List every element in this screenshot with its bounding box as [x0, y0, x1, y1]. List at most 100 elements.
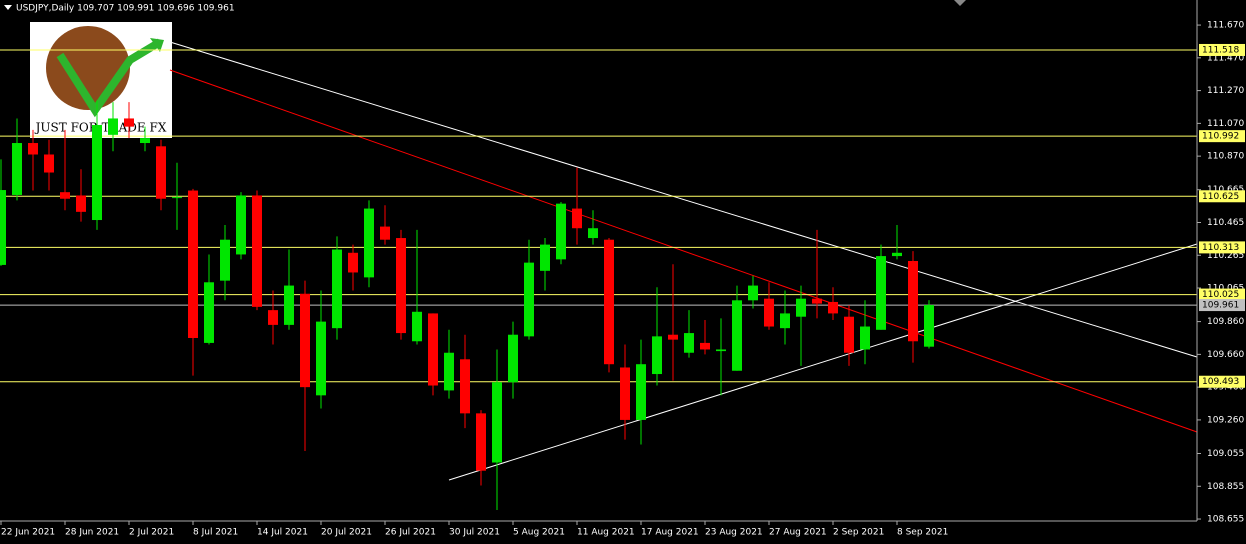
level-label: 109.961 — [1202, 301, 1239, 311]
candle-body — [876, 256, 886, 330]
x-tick-label: 11 Aug 2021 — [577, 528, 635, 538]
candle-body — [620, 367, 630, 420]
level-label: 110.625 — [1202, 192, 1239, 202]
x-tick-label: 26 Jul 2021 — [385, 528, 436, 538]
level-label-box — [1199, 299, 1245, 312]
x-tick-label: 2 Sep 2021 — [833, 528, 884, 538]
trend-line — [169, 41, 1198, 358]
level-label: 110.992 — [1202, 132, 1239, 142]
y-tick-label: 109.260 — [1207, 415, 1244, 425]
candle-body — [588, 228, 598, 239]
title-icon — [4, 5, 12, 10]
y-tick-label: 109.055 — [1207, 449, 1244, 459]
level-label: 110.025 — [1202, 290, 1239, 300]
y-tick-label: 109.860 — [1207, 317, 1244, 327]
y-tick-label: 110.465 — [1207, 218, 1244, 228]
level-label-box — [1199, 241, 1245, 254]
candle-body — [412, 311, 422, 342]
x-tick-label: 22 Jun 2021 — [1, 528, 55, 538]
candle-body — [396, 238, 406, 334]
level-label: 110.313 — [1202, 243, 1239, 253]
candle-body — [668, 334, 678, 340]
candle-body — [252, 195, 262, 307]
candle-body — [460, 359, 470, 414]
candle-body — [732, 300, 742, 371]
candle-body — [316, 321, 326, 396]
candle-body — [156, 146, 166, 199]
candle-body — [172, 197, 182, 199]
candle-body — [652, 336, 662, 375]
candle-body — [492, 382, 502, 463]
candle-body — [828, 301, 838, 314]
x-tick-label: 5 Aug 2021 — [513, 528, 565, 538]
candle-body — [284, 285, 294, 325]
candle-body — [604, 239, 614, 365]
chart-title: USDJPY,Daily 109.707 109.991 109.696 109… — [16, 4, 235, 14]
logo: JUST FOR TRADE FX — [30, 22, 172, 138]
plot-area — [0, 49, 1197, 511]
x-tick-label: 8 Sep 2021 — [897, 528, 948, 538]
candle-body — [844, 316, 854, 353]
candle-body — [76, 195, 86, 212]
candle-body — [236, 195, 246, 255]
candle-body — [0, 190, 6, 265]
candle-body — [428, 313, 438, 386]
candle-body — [748, 285, 758, 301]
candle-body — [716, 349, 726, 352]
candle-body — [332, 249, 342, 329]
shift-marker — [954, 0, 966, 6]
candle-body — [508, 334, 518, 383]
candle-body — [60, 192, 70, 199]
candle-body — [476, 413, 486, 471]
candle-body — [348, 252, 358, 273]
candle-body — [140, 138, 150, 144]
y-tick-label: 108.855 — [1207, 482, 1244, 492]
candle-body — [28, 143, 38, 155]
candle-body — [540, 244, 550, 271]
trend-line — [448, 243, 1198, 481]
candle-body — [556, 203, 566, 260]
candle-body — [92, 125, 102, 221]
candle-body — [860, 326, 870, 350]
y-tick-label: 110.265 — [1207, 251, 1244, 261]
x-tick-label: 14 Jul 2021 — [257, 528, 308, 538]
logo-arrow — [56, 38, 163, 118]
candle-body — [764, 298, 774, 327]
logo-arrow-head — [150, 38, 164, 52]
y-tick-label: 111.470 — [1207, 53, 1244, 63]
candle-body — [220, 239, 230, 281]
x-tick-label: 27 Aug 2021 — [769, 528, 827, 538]
x-tick-label: 2 Jul 2021 — [129, 528, 174, 538]
candle-body — [108, 118, 118, 135]
candle-body — [780, 313, 790, 329]
candle-body — [124, 118, 134, 127]
x-tick-label: 30 Jul 2021 — [449, 528, 500, 538]
level-label-box — [1199, 190, 1245, 203]
level-label-box — [1199, 43, 1245, 56]
candle-body — [684, 333, 694, 353]
candle-body — [380, 226, 390, 240]
candle-body — [12, 143, 22, 195]
y-tick-label: 109.660 — [1207, 350, 1244, 360]
y-tick-label: 111.670 — [1207, 21, 1244, 31]
candle-body — [188, 190, 198, 338]
x-tick-label: 20 Jul 2021 — [321, 528, 372, 538]
candle-body — [796, 298, 806, 317]
candle-body — [700, 342, 710, 350]
y-tick-label: 110.870 — [1207, 152, 1244, 162]
y-tick-label: 111.070 — [1207, 119, 1244, 129]
x-tick-label: 17 Aug 2021 — [641, 528, 699, 538]
level-label: 109.493 — [1202, 377, 1239, 387]
trend-line — [169, 69, 1198, 433]
x-tick-label: 28 Jun 2021 — [65, 528, 119, 538]
level-label-box — [1199, 130, 1245, 143]
level-label-box — [1199, 375, 1245, 388]
candle-body — [524, 262, 534, 337]
candle-body — [44, 154, 54, 173]
candle-body — [924, 305, 934, 347]
candle-body — [892, 252, 902, 257]
candle-body — [444, 352, 454, 391]
x-tick-label: 23 Aug 2021 — [705, 528, 763, 538]
